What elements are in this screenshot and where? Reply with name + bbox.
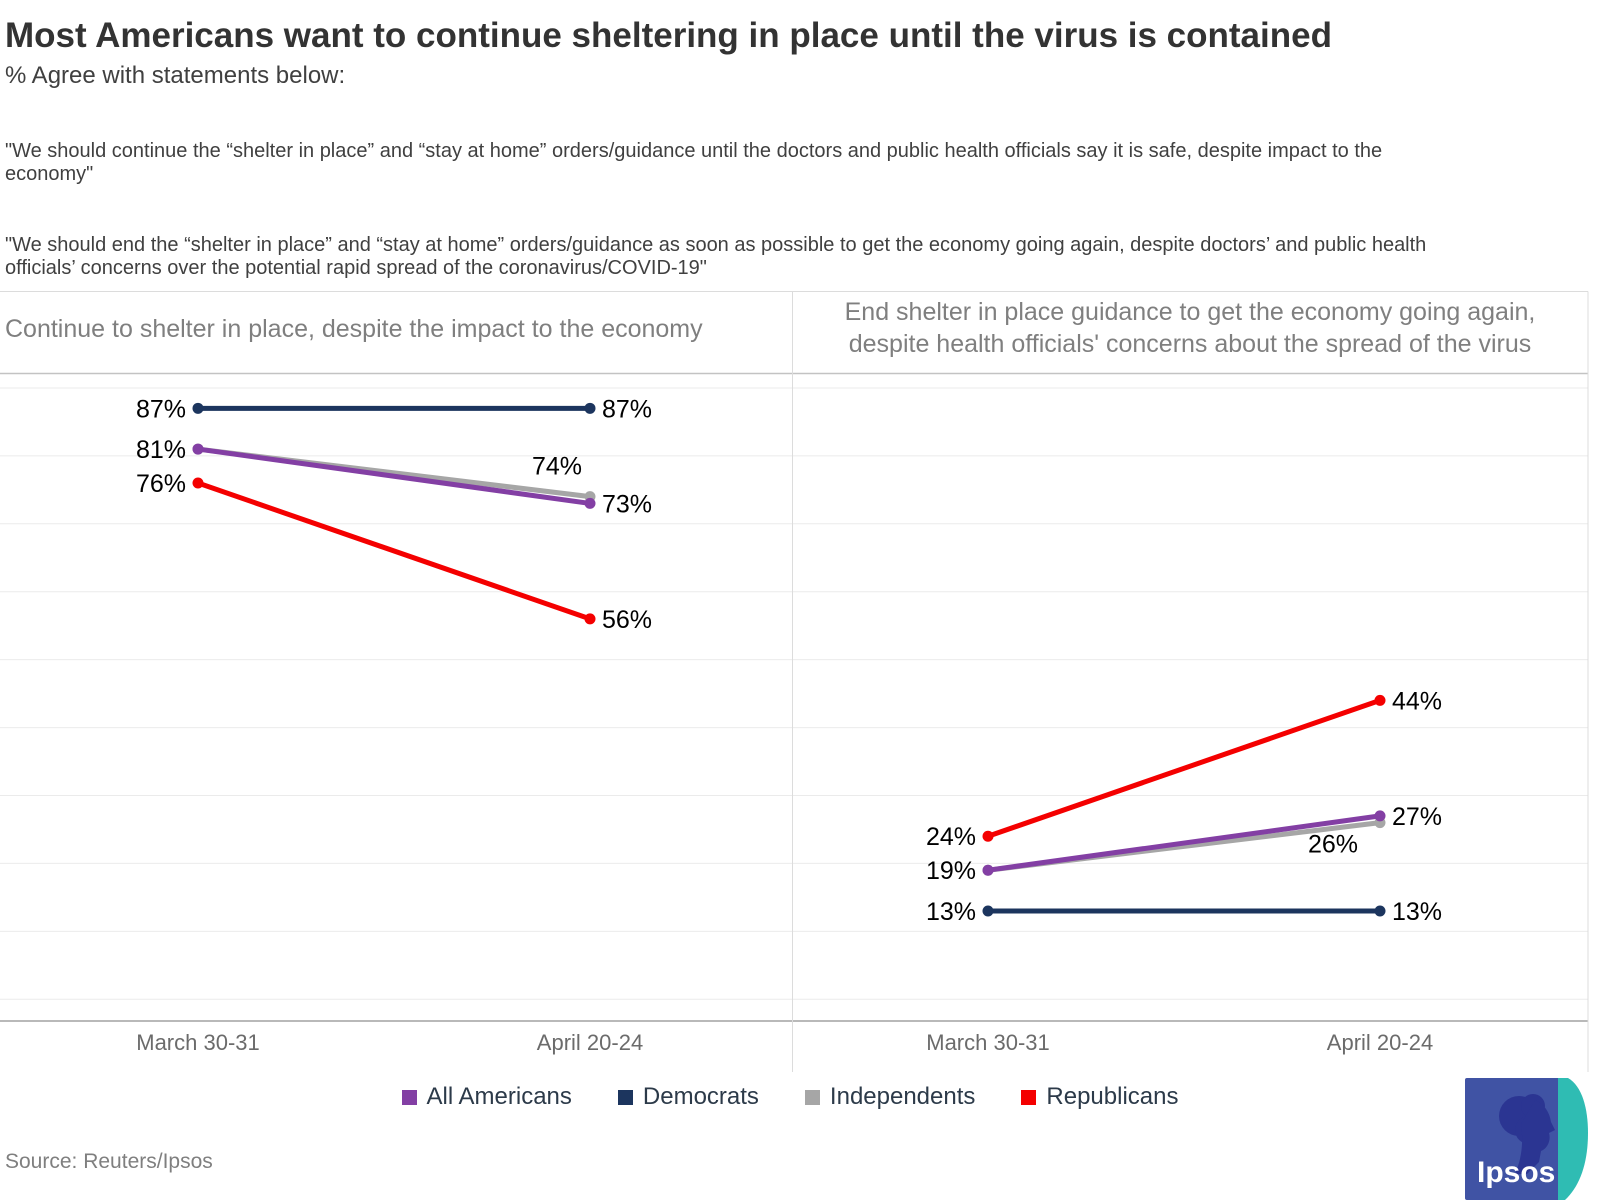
value-label-republicans-start: 76% <box>136 470 186 498</box>
logo-head-silhouette <box>1499 1094 1555 1174</box>
value-label-independents-end: 74% <box>532 453 582 481</box>
value-label-republicans-end: 44% <box>1392 687 1442 715</box>
legend-swatch-democrats <box>617 1089 633 1105</box>
legend-item-all-americans: All Americans <box>401 1083 572 1111</box>
legend-item-republicans: Republicans <box>1021 1083 1178 1111</box>
series-line-all-americans-panel0 <box>197 446 591 506</box>
logo-teal-crescent <box>1558 1078 1588 1200</box>
axis-label-right-april: April 20-24 <box>1326 1030 1434 1055</box>
statement-end-line1: "We should end the “shelter in place” an… <box>5 234 1427 256</box>
legend-swatch-independents <box>804 1089 820 1105</box>
legend-label-republicans: Republicans <box>1046 1083 1179 1110</box>
statement-continue: "We should continue the “shelter in plac… <box>5 140 1382 186</box>
data-point-democrats-start <box>982 905 994 917</box>
series-line-all-americans-panel1 <box>987 813 1381 873</box>
data-point-democrats-start <box>192 402 204 414</box>
statement-continue-line2: economy" <box>5 163 94 185</box>
source-note: Source: Reuters/Ipsos <box>5 1150 213 1173</box>
data-point-all-americans-end <box>1374 810 1386 822</box>
legend-item-democrats: Democrats <box>617 1083 759 1111</box>
ipsos-logo: Ipsos <box>1465 1078 1588 1200</box>
value-label-all-americans-end: 73% <box>602 490 652 518</box>
page-title: Most Americans want to continue shelteri… <box>5 16 1332 55</box>
value-label-republicans-end: 56% <box>602 606 652 634</box>
value-label-republicans-start: 24% <box>926 823 976 851</box>
axis-label-left-april: April 20-24 <box>536 1030 644 1055</box>
data-point-democrats-end <box>584 402 596 414</box>
series-line-republicans-panel1 <box>987 698 1381 839</box>
statement-continue-line1: "We should continue the “shelter in plac… <box>5 140 1383 162</box>
statement-end-line2: officials’ concerns over the potential r… <box>5 257 707 279</box>
data-point-all-americans-end <box>584 497 596 509</box>
value-label-democrats-end: 87% <box>602 395 652 423</box>
axis-label-left-march: March 30-31 <box>136 1030 260 1055</box>
value-label-independents-end: 26% <box>1308 831 1358 859</box>
panel-title-right: End shelter in place guidance to get the… <box>794 296 1586 360</box>
value-label-democrats-start: 87% <box>136 395 186 423</box>
legend-swatch-all-americans <box>401 1089 417 1105</box>
panel-title-right-line1: End shelter in place guidance to get the… <box>844 298 1536 326</box>
value-label-all-americans-end: 27% <box>1392 803 1442 831</box>
legend-label-independents: Independents <box>829 1083 976 1110</box>
axis-label-right-march: March 30-31 <box>926 1030 1050 1055</box>
value-label-all-americans-start: 19% <box>926 857 976 885</box>
data-point-republicans-start <box>982 830 994 842</box>
legend-swatch-republicans <box>1021 1089 1037 1105</box>
panel-title-right-line2: despite health officials' concerns about… <box>848 330 1532 358</box>
series-line-republicans-panel0 <box>197 480 591 622</box>
data-point-all-americans-start <box>192 443 204 455</box>
panel-title-left: Continue to shelter in place, despite th… <box>5 315 703 343</box>
value-label-all-americans-start: 81% <box>136 436 186 464</box>
value-label-democrats-end: 13% <box>1392 898 1442 926</box>
value-label-democrats-start: 13% <box>926 898 976 926</box>
data-point-republicans-end <box>1374 694 1386 706</box>
logo-wordmark: Ipsos <box>1477 1156 1555 1189</box>
legend-label-all-americans: All Americans <box>426 1083 572 1110</box>
chart-legend: All Americans Democrats Independents Rep… <box>0 1083 1580 1111</box>
legend-label-democrats: Democrats <box>642 1083 759 1110</box>
data-point-democrats-end <box>1374 905 1386 917</box>
data-point-republicans-start <box>192 477 204 489</box>
data-point-republicans-end <box>584 613 596 625</box>
legend-item-independents: Independents <box>804 1083 976 1111</box>
page-subtitle: % Agree with statements below: <box>5 62 346 89</box>
data-point-all-americans-start <box>982 864 994 876</box>
statement-end: "We should end the “shelter in place” an… <box>5 234 1426 280</box>
